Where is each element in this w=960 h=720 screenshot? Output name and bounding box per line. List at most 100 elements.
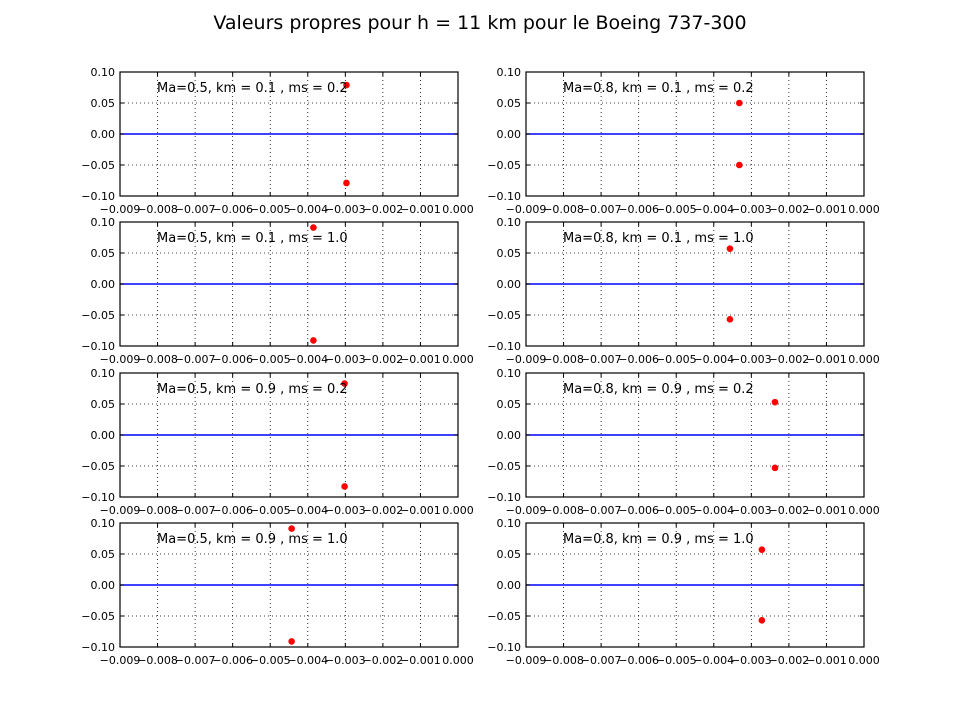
x-tick-label: −0.009	[506, 654, 547, 667]
x-tick-label: −0.001	[400, 203, 441, 216]
eigenvalue-point	[736, 99, 743, 107]
y-tick-label: 0.05	[497, 247, 522, 260]
x-tick-label: −0.001	[806, 654, 847, 667]
x-tick-label: −0.009	[100, 654, 141, 667]
y-tick-label: −0.10	[487, 491, 521, 504]
x-tick-label: −0.004	[287, 353, 328, 366]
y-tick-label: 0.00	[91, 278, 116, 291]
x-tick-label: −0.005	[250, 654, 291, 667]
subplot-1: −0.009−0.008−0.007−0.006−0.005−0.004−0.0…	[81, 66, 473, 216]
x-tick-label: −0.006	[212, 654, 253, 667]
x-tick-label: −0.004	[693, 654, 734, 667]
y-tick-label: −0.05	[487, 309, 521, 322]
subplot-6: −0.009−0.008−0.007−0.006−0.005−0.004 −0.0…	[487, 367, 879, 517]
y-tick-label: −0.10	[487, 641, 521, 654]
x-tick-label: 0.000	[442, 203, 474, 216]
x-tick-label: −0.002	[363, 203, 404, 216]
eigenvalue-point	[726, 245, 734, 252]
x-tick-label: −0.004	[287, 203, 328, 216]
eigenvalue-point	[341, 483, 348, 490]
x-tick-label: −0.006	[618, 353, 659, 366]
x-tick-label: −0.001	[400, 504, 441, 517]
x-tick-label: 0.000	[848, 203, 880, 216]
x-tick-label: −0.004	[693, 504, 734, 517]
subplot-8: −0.009−0.008−0.007−0.006−0.005−0.004−0.0…	[487, 517, 879, 667]
y-tick-label: 0.00	[91, 128, 116, 141]
y-tick-label: 0.10	[497, 66, 522, 79]
eigenvalue-point	[758, 546, 766, 553]
subplot-annotation: Ma=0.8, km = 0.9 , ms = 1.0	[563, 532, 754, 547]
x-tick-label: −0.007	[581, 353, 622, 366]
x-tick-label: −0.006	[618, 654, 659, 667]
y-tick-label: 0.10	[497, 367, 522, 380]
eigenvalue-point	[726, 316, 734, 323]
x-tick-label: −0.007	[581, 654, 622, 667]
y-tick-label: 0.05	[91, 548, 116, 561]
y-tick-label: −0.05	[81, 159, 115, 172]
eigenvalue-point	[343, 81, 350, 89]
y-tick-label: −0.05	[487, 159, 521, 172]
x-tick-label: −0.005	[250, 203, 291, 216]
x-tick-label: 0.000	[442, 654, 474, 667]
x-tick-label: −0.002	[363, 353, 404, 366]
subplot-4: −0.009−0.008−0.007−0.006−0.005−0.004−0.0…	[487, 216, 879, 366]
eigenvalue-point	[288, 638, 295, 645]
x-tick-label: −0.003	[731, 654, 772, 667]
x-tick-label: −0.009	[506, 504, 547, 517]
x-tick-label: −0.008	[543, 504, 584, 517]
y-tick-label: 0.10	[497, 517, 522, 530]
x-tick-label: −0.008	[137, 203, 178, 216]
subplot-7: −0.009−0.008−0.007−0.006−0.005−0.004−0.0…	[81, 517, 473, 667]
x-tick-label: −0.006	[212, 504, 253, 517]
x-tick-label: −0.004	[693, 353, 734, 366]
x-tick-label: −0.002	[363, 654, 404, 667]
y-tick-label: −0.05	[487, 610, 521, 623]
x-tick-label: −0.009	[100, 504, 141, 517]
subplot-annotation: Ma=0.5, km = 0.9 , ms = 0.2	[157, 382, 348, 397]
y-tick-label: −0.10	[81, 190, 115, 203]
x-tick-label: −0.006	[618, 504, 659, 517]
x-tick-label: 0.000	[442, 504, 474, 517]
y-tick-label: 0.00	[497, 278, 522, 291]
y-tick-label: 0.00	[497, 128, 522, 141]
y-tick-label: −0.10	[81, 491, 115, 504]
x-tick-label: −0.009	[100, 203, 141, 216]
y-tick-label: 0.10	[91, 517, 116, 530]
x-tick-label: −0.005	[656, 504, 697, 517]
x-tick-label: −0.006	[212, 353, 253, 366]
x-tick-label: −0.005	[656, 353, 697, 366]
x-tick-label: −0.005	[250, 504, 291, 517]
y-tick-label: 0.00	[91, 579, 116, 592]
y-tick-label: 0.10	[91, 367, 116, 380]
x-tick-label: −0.003	[325, 353, 366, 366]
y-tick-label: 0.05	[91, 398, 116, 411]
eigenvalue-point	[736, 161, 743, 169]
y-tick-label: −0.05	[81, 460, 115, 473]
y-tick-label: 0.00	[497, 429, 522, 442]
eigenvalue-point	[310, 224, 317, 231]
x-tick-label: −0.004	[287, 654, 328, 667]
x-tick-label: −0.002	[769, 504, 810, 517]
x-tick-label: 0.000	[442, 353, 474, 366]
x-tick-label: −0.006	[212, 203, 253, 216]
y-tick-label: 0.10	[91, 216, 116, 229]
y-tick-label: 0.00	[497, 579, 522, 592]
subplot-annotation: Ma=0.8, km = 0.9 , ms = 0.2	[563, 382, 754, 397]
eigenvalue-point	[310, 337, 317, 344]
y-tick-label: −0.05	[81, 610, 115, 623]
x-tick-label: −0.004	[693, 203, 734, 216]
x-tick-label: −0.001	[400, 654, 441, 667]
eigenvalue-point	[343, 179, 350, 187]
x-tick-label: 0.000	[848, 353, 880, 366]
x-tick-label: −0.002	[363, 504, 404, 517]
x-tick-label: 0.000	[848, 504, 880, 517]
x-tick-label: −0.001	[806, 504, 847, 517]
x-tick-label: −0.007	[581, 504, 622, 517]
x-tick-label: −0.005	[656, 203, 697, 216]
x-tick-label: −0.005	[656, 654, 697, 667]
x-tick-label: −0.001	[400, 353, 441, 366]
x-tick-label: −0.002	[769, 203, 810, 216]
subplot-grid: −0.009−0.008−0.007−0.006−0.005−0.004−0.0…	[81, 66, 879, 667]
x-tick-label: −0.004	[287, 504, 328, 517]
